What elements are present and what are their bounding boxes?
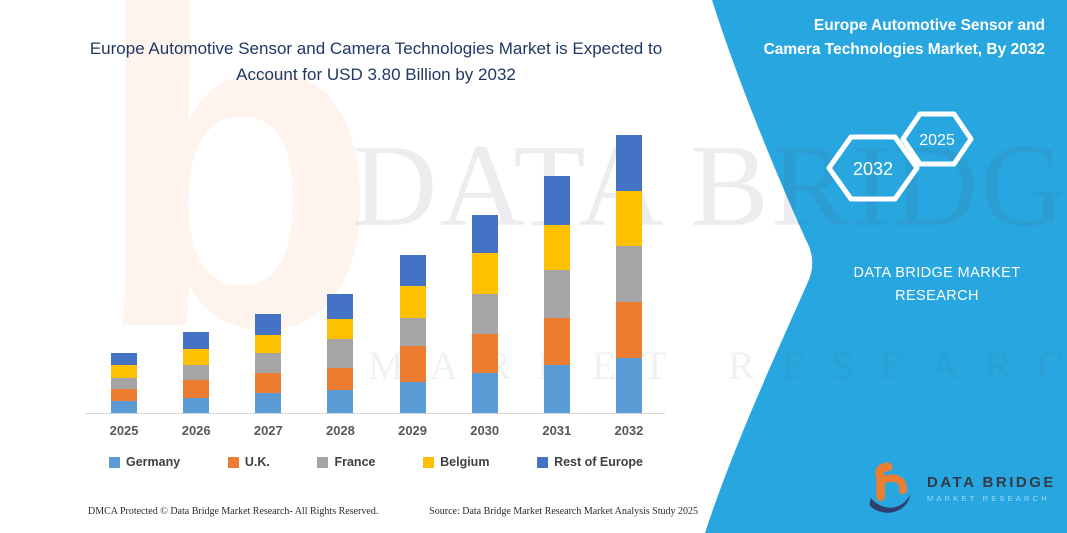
x-tick-label-2029: 2029 [398,423,428,438]
legend-item-rest-of-europe: Rest of Europe [537,455,643,469]
footer-source-text: Source: Data Bridge Market Research Mark… [429,506,698,517]
bar-segment-france [255,353,282,373]
bar-segment-belgium [255,335,282,353]
x-tick-label-2025: 2025 [109,423,139,438]
bar-segment-france [327,339,354,368]
hexagon-2025-icon: 2025 [900,111,974,167]
bar-segment-france [615,246,642,302]
stacked-bar-2030 [471,215,498,413]
brand-name: DATA BRIDGE MARKET RESEARCH [853,265,1021,305]
bar-segment-rest-of-europe [255,314,282,335]
x-tick-label-2027: 2027 [253,423,283,438]
legend-item-belgium: Belgium [423,455,489,469]
x-tick-label-2031: 2031 [542,423,572,438]
legend-item-germany: Germany [109,455,180,469]
stacked-bar-2029 [399,255,426,413]
bar-segment-rest-of-europe [327,294,354,319]
legend-swatch-icon [537,456,549,468]
bar-segment-belgium [327,319,354,339]
chart-legend: Germany U.K. France Belgium Rest of Europe [95,455,657,469]
bar-segment-france [471,294,498,334]
bar-segment-germany [327,390,354,413]
bar-segment-u-k- [327,368,354,390]
stacked-bar-2032 [615,135,642,413]
bar-segment-belgium [543,225,570,270]
hexagon-2032-label: 2032 [853,159,893,179]
bar-segment-belgium [399,286,426,318]
bar-segment-belgium [111,365,138,378]
chart-title: Europe Automotive Sensor and Camera Tech… [70,36,682,87]
legend-swatch-icon [227,456,239,468]
stacked-bar-2026 [183,332,210,413]
year-hexagons: 2032 2025 [826,111,974,202]
chart-title-line1: Europe Automotive Sensor and Camera Tech… [89,39,663,58]
bar-segment-france [399,318,426,346]
legend-swatch-icon [317,456,329,468]
stacked-bar-2025 [111,353,138,413]
legend-label: Germany [126,455,181,469]
bar-segment-u-k- [111,389,138,401]
legend-label: U.K. [244,455,270,469]
side-panel-title: Europe Automotive Sensor and Camera Tech… [763,17,1045,59]
bar-segment-belgium [615,191,642,246]
bar-segment-rest-of-europe [183,332,210,349]
bar-segment-germany [183,398,210,413]
bar-segment-germany [471,373,498,413]
bar-segment-u-k- [615,302,642,358]
bar-segment-germany [543,365,570,413]
x-tick-label-2030: 2030 [470,423,500,438]
stacked-bar-2027 [255,314,282,413]
watermark-data-bridge: DATA BRIDGE [352,120,1067,251]
hexagon-2032-icon: 2032 [826,134,920,202]
data-bridge-logo-icon [869,462,911,513]
company-logo: DATA BRIDGE MARKET RESEARCH [868,462,1056,514]
legend-swatch-icon [423,456,435,468]
x-tick-label-2026: 2026 [181,423,211,438]
legend-label: Rest of Europe [554,455,643,469]
legend-item-france: France [317,455,375,469]
plot-area [88,119,665,413]
bar-segment-u-k- [471,334,498,373]
bar-segment-u-k- [255,373,282,393]
legend-label: Belgium [440,455,490,469]
x-axis-labels: 2025 2026 2027 2028 2029 2030 2031 2032 [88,423,665,438]
bar-segment-rest-of-europe [615,135,642,191]
bar-segment-france [111,378,138,389]
bar-segment-u-k- [543,318,570,365]
bar-segment-france [543,270,570,318]
bar-segment-belgium [183,349,210,365]
logo-sub-text: MARKET RESEARCH [927,493,1050,503]
footer: DMCA Protected © Data Bridge Market Rese… [88,506,698,517]
bar-segment-rest-of-europe [399,255,426,286]
hexagon-2025-label: 2025 [919,132,955,149]
bar-segment-rest-of-europe [543,176,570,225]
x-tick-label-2032: 2032 [614,423,644,438]
bar-segment-germany [615,358,642,413]
bar-segment-germany [111,401,138,413]
bar-segment-rest-of-europe [471,215,498,253]
footer-dmca-text: DMCA Protected © Data Bridge Market Rese… [88,506,379,517]
stacked-bar-2031 [543,176,570,413]
bar-segment-belgium [471,253,498,294]
bar-segment-u-k- [183,380,210,398]
stacked-bar-2028 [327,294,354,413]
bar-segment-france [183,365,210,380]
x-axis-line [85,413,665,414]
legend-item-u-k-: U.K. [227,455,270,469]
legend-label: France [334,455,376,469]
chart-title-line2: Account for USD 3.80 Billion by 2032 [236,64,516,84]
bar-segment-rest-of-europe [111,353,138,365]
bar-segment-germany [255,393,282,413]
bar-segment-germany [399,382,426,413]
legend-swatch-icon [109,456,120,468]
x-tick-label-2028: 2028 [325,423,355,438]
bar-segment-u-k- [399,346,426,382]
logo-name-text: DATA BRIDGE [927,473,1056,491]
